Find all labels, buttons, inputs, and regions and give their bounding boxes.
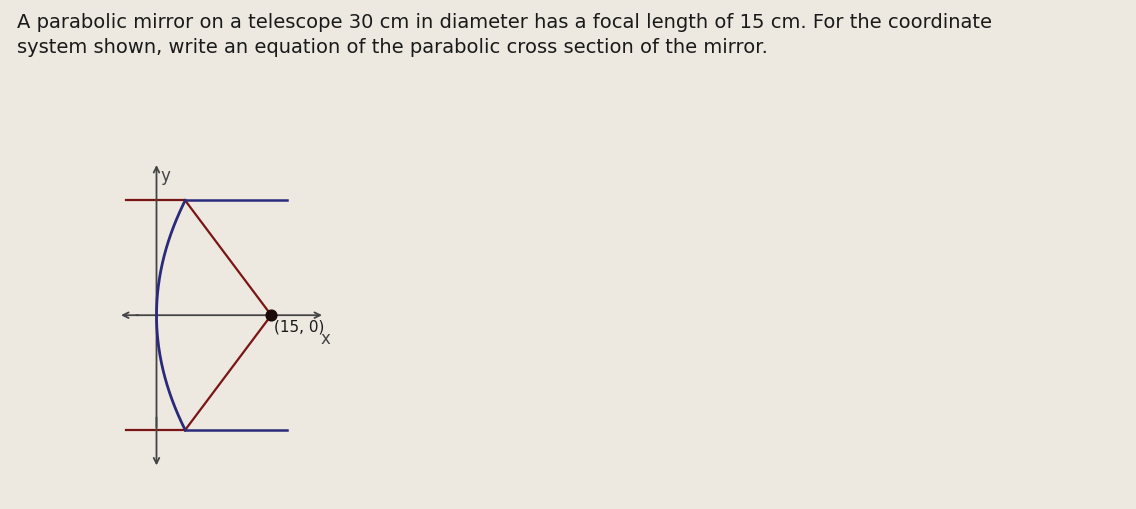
Text: (15, 0): (15, 0) [274,319,324,334]
Point [262,312,281,320]
Text: x: x [321,329,331,347]
Text: y: y [160,167,170,185]
Text: system shown, write an equation of the parabolic cross section of the mirror.: system shown, write an equation of the p… [17,38,768,57]
Text: A parabolic mirror on a telescope 30 cm in diameter has a focal length of 15 cm.: A parabolic mirror on a telescope 30 cm … [17,13,992,32]
